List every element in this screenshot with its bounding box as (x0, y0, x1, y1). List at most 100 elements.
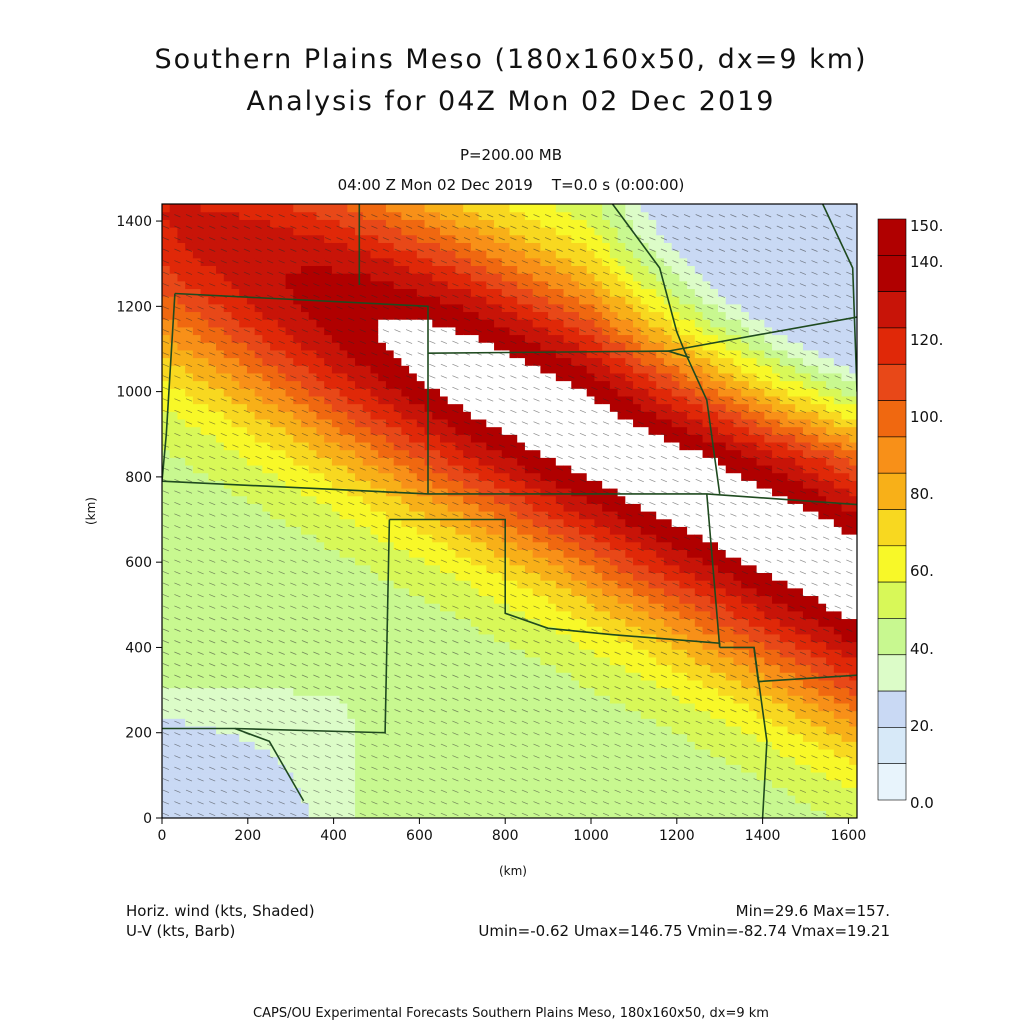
field-cell (501, 794, 511, 804)
field-cell (385, 656, 395, 666)
field-cell (177, 595, 186, 604)
field-cell (509, 595, 518, 604)
field-cell (254, 794, 263, 804)
field-cell (440, 564, 449, 574)
field-cell (355, 296, 364, 305)
field-cell (270, 395, 279, 405)
field-cell (586, 580, 596, 589)
field-cell (277, 664, 287, 673)
field-cell (339, 334, 348, 343)
field-cell (440, 610, 449, 620)
field-cell (432, 511, 441, 520)
field-cell (231, 334, 240, 343)
field-cell (162, 541, 171, 550)
field-cell (625, 748, 634, 758)
field-cell (447, 718, 457, 727)
field-cell (609, 702, 619, 712)
field-cell (385, 334, 395, 343)
field-cell (370, 702, 379, 712)
field-cell (385, 411, 395, 420)
field-cell (200, 572, 209, 581)
field-cell (385, 357, 395, 366)
field-cell (494, 518, 503, 527)
field-cell (602, 725, 611, 735)
field-cell (532, 411, 541, 420)
field-cell (548, 426, 557, 435)
field-cell (192, 633, 202, 643)
field-cell (571, 741, 580, 750)
field-cell (540, 464, 549, 474)
field-cell (478, 549, 487, 558)
field-cell (231, 311, 240, 320)
field-cell (579, 403, 588, 412)
field-cell (609, 273, 619, 282)
field-cell (192, 464, 202, 474)
field-cell (239, 733, 248, 742)
field-cell (432, 626, 441, 635)
field-cell (378, 418, 387, 428)
field-cell (517, 679, 526, 689)
field-cell (308, 250, 318, 259)
field-cell (277, 357, 287, 366)
field-cell (532, 449, 541, 458)
field-cell (293, 357, 302, 366)
field-cell (625, 710, 634, 719)
field-cell (378, 603, 387, 612)
field-cell (401, 219, 410, 228)
field-cell (239, 549, 248, 558)
field-cell (208, 656, 217, 666)
field-cell (385, 495, 395, 504)
field-cell (177, 641, 186, 650)
field-cell (239, 342, 248, 351)
field-cell (463, 633, 472, 643)
field-cell (486, 388, 495, 397)
field-cell (455, 326, 464, 336)
field-cell (316, 641, 325, 650)
field-cell (540, 587, 549, 597)
field-cell (517, 403, 526, 412)
field-cell (370, 296, 379, 305)
field-cell (385, 764, 395, 773)
field-cell (223, 395, 233, 405)
field-cell (370, 756, 379, 765)
field-cell (571, 618, 580, 627)
field-cell (208, 403, 217, 412)
field-cell (440, 480, 449, 489)
field-cell (555, 687, 565, 696)
field-cell (501, 687, 511, 696)
field-cell (316, 204, 325, 213)
field-cell (478, 211, 487, 220)
field-cell (208, 779, 217, 788)
field-cell (540, 702, 549, 712)
field-cell (594, 787, 603, 796)
field-cell (617, 288, 626, 297)
field-cell (370, 618, 379, 627)
field-cell (339, 303, 348, 313)
field-cell (494, 357, 503, 366)
field-cell (563, 296, 572, 305)
field-cell (262, 794, 271, 804)
field-cell (486, 357, 495, 366)
field-cell (571, 434, 580, 443)
field-cell (270, 303, 279, 313)
field-cell (548, 495, 557, 504)
field-cell (540, 418, 549, 428)
field-cell (162, 595, 171, 604)
field-cell (239, 472, 248, 481)
field-cell (370, 411, 379, 420)
field-cell (169, 748, 179, 758)
field-cell (200, 449, 209, 458)
field-cell (246, 326, 256, 336)
field-cell (331, 779, 341, 788)
field-cell (324, 426, 333, 435)
field-cell (478, 779, 487, 788)
field-cell (324, 265, 333, 274)
field-cell (571, 372, 580, 382)
field-cell (548, 303, 557, 313)
field-cell (262, 557, 271, 566)
field-cell (548, 741, 557, 750)
field-cell (301, 319, 310, 328)
field-cell (262, 319, 271, 328)
field-cell (378, 702, 387, 712)
field-cell (633, 733, 642, 742)
